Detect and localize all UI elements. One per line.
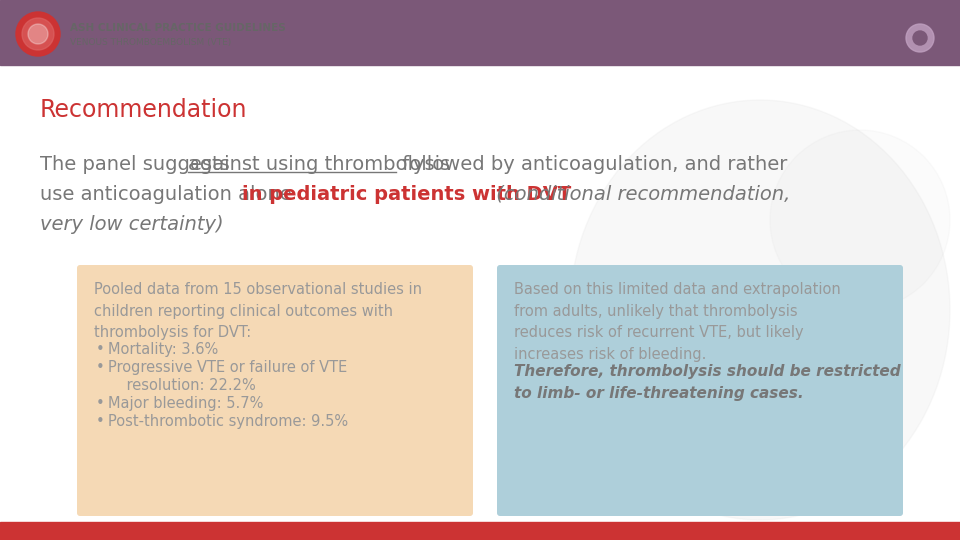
Text: Pooled data from 15 observational studies in
children reporting clinical outcome: Pooled data from 15 observational studie…	[94, 282, 422, 340]
Circle shape	[913, 31, 927, 45]
Text: use anticoagulation alone: use anticoagulation alone	[40, 185, 298, 204]
Text: Mortality: 3.6%: Mortality: 3.6%	[108, 342, 218, 357]
Text: against using thrombolysis: against using thrombolysis	[188, 155, 450, 174]
Text: Therefore, thrombolysis should be restricted
to limb- or life-threatening cases.: Therefore, thrombolysis should be restri…	[514, 364, 900, 401]
Text: Major bleeding: 5.7%: Major bleeding: 5.7%	[108, 396, 263, 411]
Text: The panel suggests: The panel suggests	[40, 155, 236, 174]
Text: (conditional recommendation,: (conditional recommendation,	[490, 185, 790, 204]
Circle shape	[896, 14, 944, 62]
Bar	[0, 0, 960, 65]
Text: in pediatric patients with DVT: in pediatric patients with DVT	[242, 185, 571, 204]
Text: followed by anticoagulation, and rather: followed by anticoagulation, and rather	[396, 155, 787, 174]
Text: Recommendation: Recommendation	[40, 98, 248, 122]
Circle shape	[16, 12, 60, 56]
Circle shape	[22, 18, 54, 50]
FancyBboxPatch shape	[497, 265, 903, 516]
Text: very low certainty): very low certainty)	[40, 215, 224, 234]
Text: •: •	[96, 342, 105, 357]
Bar	[0, 522, 960, 540]
Text: Post-thrombotic syndrome: 9.5%: Post-thrombotic syndrome: 9.5%	[108, 414, 348, 429]
Ellipse shape	[770, 130, 950, 310]
Text: Based on this limited data and extrapolation
from adults, unlikely that thrombol: Based on this limited data and extrapola…	[514, 282, 841, 362]
Text: Progressive VTE or failure of VTE: Progressive VTE or failure of VTE	[108, 360, 348, 375]
Bar	[0, 65, 960, 522]
Text: resolution: 22.2%: resolution: 22.2%	[108, 378, 255, 393]
Text: ASH CLINICAL PRACTICE GUIDELINES: ASH CLINICAL PRACTICE GUIDELINES	[70, 23, 286, 33]
Ellipse shape	[570, 100, 950, 520]
FancyBboxPatch shape	[77, 265, 473, 516]
Circle shape	[28, 24, 48, 44]
Text: •: •	[96, 396, 105, 411]
Text: •: •	[96, 360, 105, 375]
Text: •: •	[96, 414, 105, 429]
Circle shape	[906, 24, 934, 52]
Text: VENOUS THROMBOEMBOLISM (VTE): VENOUS THROMBOEMBOLISM (VTE)	[70, 37, 231, 46]
